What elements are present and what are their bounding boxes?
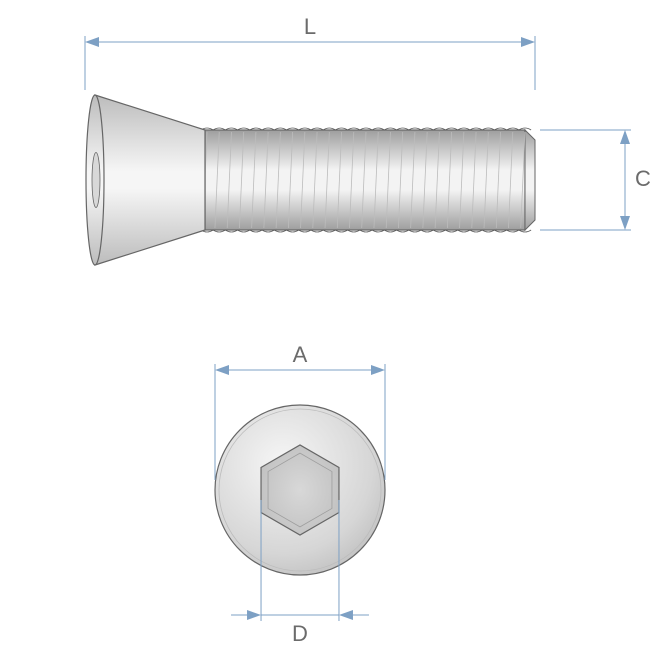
label-l: L [304, 14, 316, 39]
dimension-c: C [540, 130, 651, 230]
label-a: A [293, 342, 308, 367]
label-c: C [635, 166, 651, 191]
label-d: D [292, 621, 308, 646]
dimension-l: L [85, 14, 535, 90]
front-view [215, 405, 385, 575]
side-view [86, 95, 535, 265]
